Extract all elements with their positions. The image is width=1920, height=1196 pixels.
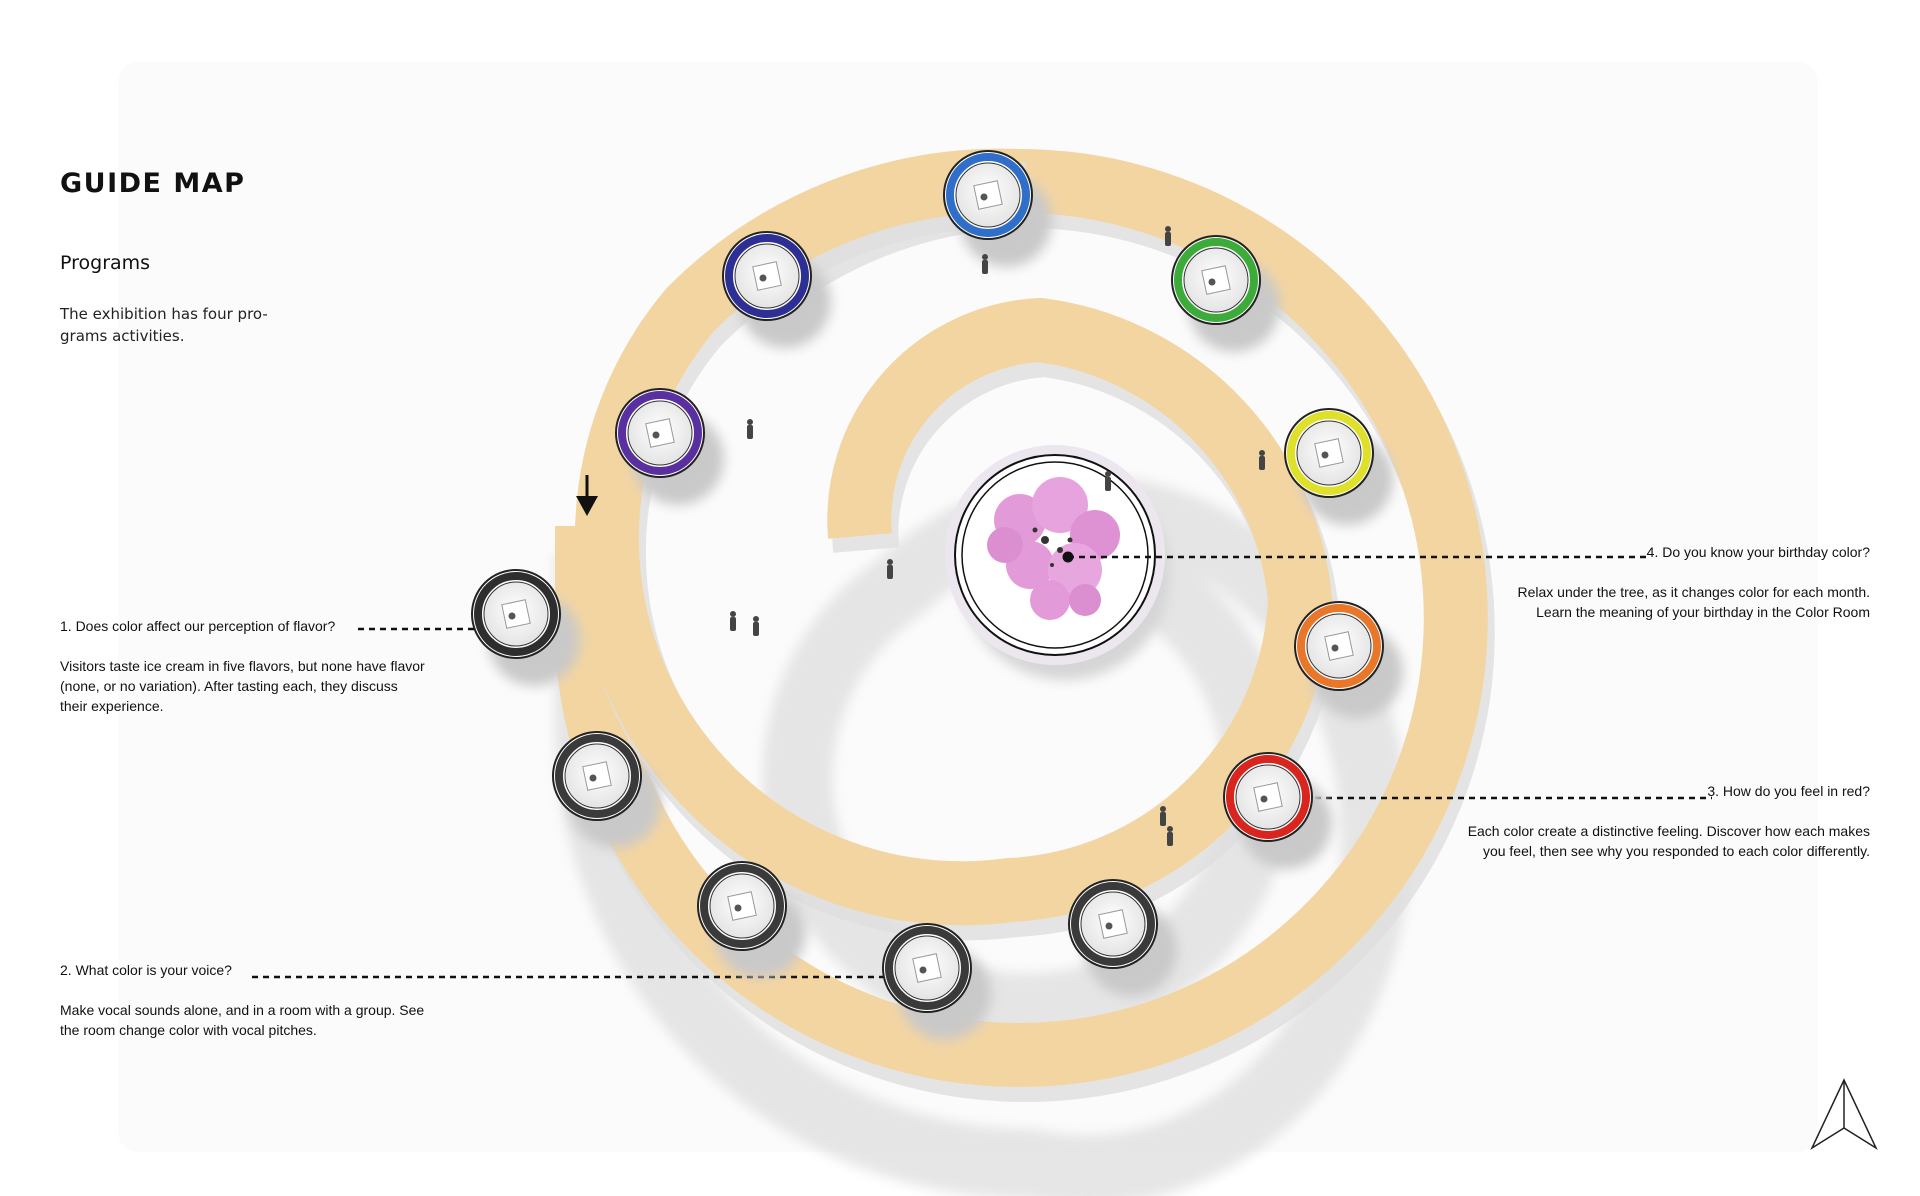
room-table xyxy=(912,953,942,983)
central-tree-room xyxy=(945,445,1170,680)
intro-text: The exhibition has four pro- grams activ… xyxy=(60,303,300,347)
room-table xyxy=(1098,909,1128,939)
room-visitor-icon xyxy=(652,431,660,439)
leader-dot-4 xyxy=(1062,551,1074,563)
program-3-line: you feel, then see why you responded to … xyxy=(1482,843,1870,859)
room-table xyxy=(727,891,757,921)
room-visitor-icon xyxy=(1260,795,1268,803)
program-1-line: (none, or no variation). After tasting e… xyxy=(60,678,398,694)
gray-room-1 xyxy=(552,731,661,848)
visitor-figure-icon xyxy=(747,419,753,439)
program-4-line: Learn the meaning of your birthday in th… xyxy=(1536,604,1870,620)
red-room xyxy=(1223,752,1332,869)
room-visitor-icon xyxy=(1208,278,1216,286)
visitor-figure-icon xyxy=(1167,826,1173,846)
program-2-line: Make vocal sounds alone, and in a room w… xyxy=(60,1002,425,1018)
room-color-ring xyxy=(1287,411,1371,495)
program-3-description: Each color create a distinctive feeling.… xyxy=(1468,821,1870,861)
program-2-question: 2. What color is your voice? xyxy=(60,962,232,978)
room-visitor-icon xyxy=(1331,644,1339,652)
room-visitor-icon xyxy=(980,193,988,201)
blue-room xyxy=(943,150,1052,267)
room-table xyxy=(752,261,782,291)
spiral-inner-walkway xyxy=(574,148,1333,926)
room-table xyxy=(1324,631,1354,661)
room-table xyxy=(645,418,675,448)
room-table xyxy=(582,761,612,791)
room-color-ring xyxy=(555,734,639,818)
room-color-ring xyxy=(1174,238,1258,322)
room-table xyxy=(1253,782,1283,812)
program-4-question: 4. Do you know your birthday color? xyxy=(1646,544,1870,560)
room-visitor-icon xyxy=(589,774,597,782)
intro-line: grams activities. xyxy=(60,327,185,345)
rooms-layer xyxy=(471,150,1403,1040)
program-2-callout: 2. What color is your voice? Make vocal … xyxy=(60,960,424,1040)
section-subtitle: Programs xyxy=(60,252,151,274)
visitor-figure-icon xyxy=(982,254,988,274)
room-color-ring xyxy=(946,153,1030,237)
cherry-tree-icon xyxy=(987,477,1120,620)
room-color-ring xyxy=(1297,604,1381,688)
program-3-callout: 3. How do you feel in red? Each color cr… xyxy=(1468,781,1870,861)
program-1-description: Visitors taste ice cream in five flavors… xyxy=(60,656,425,716)
intro-line: The exhibition has four pro- xyxy=(60,305,268,323)
room-table xyxy=(1314,438,1344,468)
room-table xyxy=(1201,265,1231,295)
room-visitor-icon xyxy=(919,966,927,974)
north-arrow-icon xyxy=(1810,1078,1878,1150)
page-title: GUIDE MAP xyxy=(60,168,246,199)
program-2-description: Make vocal sounds alone, and in a room w… xyxy=(60,1000,424,1040)
down-arrow-icon xyxy=(576,475,598,516)
program-2-line: the room change color with vocal pitches… xyxy=(60,1022,317,1038)
visitor-figure-icon xyxy=(1105,471,1111,491)
visitor-figure-icon xyxy=(1259,450,1265,470)
program-1-line: their experience. xyxy=(60,698,164,714)
orange-room xyxy=(1294,601,1403,718)
program-3-line: Each color create a distinctive feeling.… xyxy=(1467,823,1870,839)
room-color-ring xyxy=(474,572,558,656)
room-table xyxy=(501,599,531,629)
visitor-figures xyxy=(730,226,1265,846)
program-1-question: 1. Does color affect our perception of f… xyxy=(60,618,336,634)
room-color-ring xyxy=(1226,755,1310,839)
room-table xyxy=(973,180,1003,210)
program-1-line: Visitors taste ice cream in five flavors… xyxy=(60,658,425,674)
program-4-description: Relax under the tree, as it changes colo… xyxy=(1517,582,1870,622)
indigo-room xyxy=(722,231,831,348)
room-color-ring xyxy=(885,926,969,1010)
program-4-callout: 4. Do you know your birthday color? Rela… xyxy=(1517,542,1870,622)
green-room xyxy=(1171,235,1280,352)
room-color-ring xyxy=(1071,882,1155,966)
violet-room xyxy=(615,388,724,505)
room-color-ring xyxy=(618,391,702,475)
gray-room-3 xyxy=(882,923,991,1040)
visitor-figure-icon xyxy=(1165,226,1171,246)
gray-room-2 xyxy=(697,861,806,978)
visitor-figure-icon xyxy=(887,559,893,579)
program-3-question: 3. How do you feel in red? xyxy=(1707,783,1870,799)
room-visitor-icon xyxy=(759,274,767,282)
visitor-figure-icon xyxy=(730,611,736,631)
flavor-room xyxy=(471,569,580,686)
room-visitor-icon xyxy=(1321,451,1329,459)
room-color-ring xyxy=(700,864,784,948)
leader-lines xyxy=(252,555,1712,979)
program-4-line: Relax under the tree, as it changes colo… xyxy=(1517,584,1870,600)
gray-room-4 xyxy=(1068,879,1177,996)
visitor-figure-icon xyxy=(753,616,759,636)
room-visitor-icon xyxy=(508,612,516,620)
room-visitor-icon xyxy=(1105,922,1113,930)
visitor-figure-icon xyxy=(1160,806,1166,826)
room-visitor-icon xyxy=(734,904,742,912)
room-color-ring xyxy=(725,234,809,318)
yellow-room xyxy=(1284,408,1393,525)
program-1-callout: 1. Does color affect our perception of f… xyxy=(60,616,425,716)
